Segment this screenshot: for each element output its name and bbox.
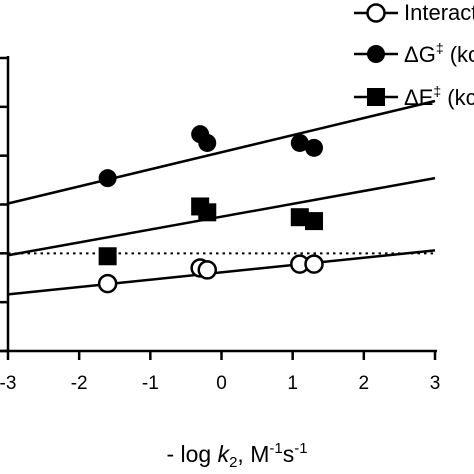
legend-item-de: ΔE‡ (kc (354, 83, 474, 110)
legend-de-base: ΔE (404, 85, 433, 110)
xlabel-k-sub: 2 (229, 454, 237, 471)
legend-label-interact: Interact (404, 0, 474, 25)
legend-dg-sup: ‡ (436, 40, 444, 56)
x-tick-label: -1 (142, 373, 159, 394)
fit-line-series-0 (7, 249, 436, 296)
xlabel-unit-start: , M (237, 441, 269, 467)
legend-label-de: ΔE‡ (kc (404, 83, 474, 110)
legend-de-sup: ‡ (433, 83, 441, 99)
legend-de-rest: (kc (441, 85, 474, 110)
data-point-filled-square (305, 212, 324, 231)
x-tick-label: 3 (430, 373, 441, 394)
data-point-filled-circle (198, 133, 217, 152)
legend-filled-circle-marker (367, 45, 385, 63)
fit-line-series-1 (7, 99, 436, 205)
x-axis-label: - log k2, M-1s-1 (166, 440, 307, 471)
x-tick-label: 0 (216, 373, 227, 394)
axes: -3 -2 -1 0 1 2 3 (0, 56, 440, 394)
legend: Interact ΔG‡ (kc ΔE‡ (kc (354, 0, 474, 110)
x-tick-labels: -3 -2 -1 0 1 2 3 (0, 373, 440, 394)
fit-lines (7, 99, 436, 296)
xlabel-k: k (218, 441, 231, 467)
legend-item-dg: ΔG‡ (kc (354, 40, 474, 67)
xlabel-sup2: -1 (294, 440, 307, 457)
xlabel-unit-mid: s (283, 441, 295, 467)
x-ticks (6, 351, 437, 360)
xlabel-prefix: - log (166, 441, 217, 467)
legend-filled-square-marker (367, 88, 385, 106)
data-point-filled-square (98, 247, 117, 266)
legend-label-dg: ΔG‡ (kc (404, 40, 474, 67)
x-tick-label: -2 (71, 373, 88, 394)
data-point-filled-square (198, 203, 217, 222)
x-tick-label: 1 (287, 373, 298, 394)
data-point-open-circle (304, 254, 324, 274)
xlabel-sup1: -1 (269, 440, 282, 457)
y-ticks (0, 56, 8, 353)
legend-item-interact: Interact (354, 0, 474, 25)
data-point-filled-circle (290, 133, 309, 152)
data-point-filled-circle (98, 169, 117, 188)
data-points (97, 125, 324, 294)
legend-dg-base: ΔG (404, 42, 436, 67)
data-point-open-circle (97, 273, 118, 294)
legend-dg-rest: (kc (444, 42, 474, 67)
data-point-filled-square (290, 208, 309, 227)
x-tick-label: 2 (359, 373, 370, 394)
x-tick-label: -3 (0, 373, 16, 394)
data-point-filled-circle (305, 138, 324, 157)
fit-line-series-2 (7, 176, 436, 257)
legend-open-circle-marker (366, 3, 386, 23)
data-point-open-circle (197, 260, 218, 280)
